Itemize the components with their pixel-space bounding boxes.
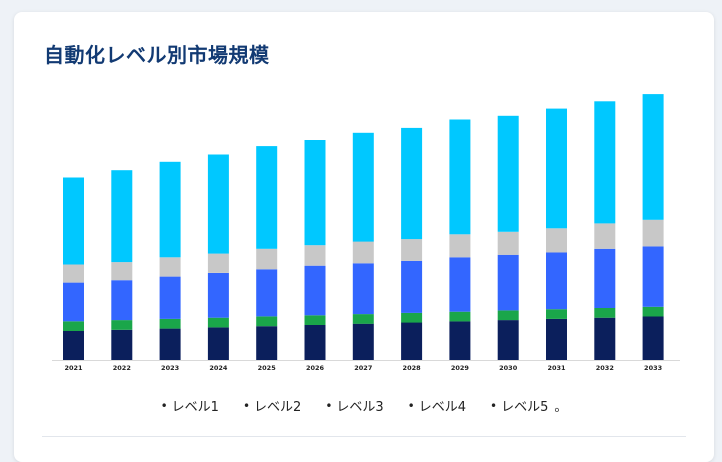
legend-bullet: • xyxy=(325,398,333,413)
bar-segment-2021-level4[interactable] xyxy=(63,264,84,283)
bar-segment-2026-level4[interactable] xyxy=(304,245,326,266)
bar-segment-2029-level1[interactable] xyxy=(449,321,471,360)
bar-segment-2028-level2[interactable] xyxy=(401,312,423,323)
x-tick-label: 2031 xyxy=(547,364,566,372)
bar-segment-2023-level1[interactable] xyxy=(159,328,181,360)
bar-segment-2028-level5[interactable] xyxy=(401,127,423,240)
legend-item-level4[interactable]: • レベル4 xyxy=(407,396,467,416)
bar-segment-2031-level3[interactable] xyxy=(546,252,567,310)
legend-bullet: • xyxy=(407,398,415,413)
bar-segment-2031-level1[interactable] xyxy=(546,318,567,360)
bar-segment-2031-level5[interactable] xyxy=(546,108,567,229)
x-tick-label: 2028 xyxy=(403,364,422,372)
bar-segment-2021-level2[interactable] xyxy=(63,321,84,331)
bar-segment-2026-level1[interactable] xyxy=(304,324,326,360)
bar-segment-2023-level5[interactable] xyxy=(159,161,181,258)
bar-segment-2021-level1[interactable] xyxy=(63,331,84,360)
bar-segment-2028-level4[interactable] xyxy=(401,239,423,261)
bar-segment-2025-level1[interactable] xyxy=(256,326,278,360)
bar-segment-2030-level5[interactable] xyxy=(497,115,519,232)
bar-segment-2022-level2[interactable] xyxy=(111,320,133,330)
bar-segment-2024-level5[interactable] xyxy=(207,154,229,254)
bar-segment-2030-level1[interactable] xyxy=(497,320,519,360)
bar-segment-2032-level4[interactable] xyxy=(594,223,616,249)
bar-segment-2032-level2[interactable] xyxy=(594,308,616,318)
bar-segment-2028-level1[interactable] xyxy=(401,322,423,361)
x-tick-label: 2021 xyxy=(64,364,83,372)
bar-segment-2024-level4[interactable] xyxy=(207,253,229,273)
legend-item-level1[interactable]: • レベル1 xyxy=(160,396,219,416)
bar-segment-2027-level3[interactable] xyxy=(352,263,374,315)
x-tick-label: 2025 xyxy=(258,364,277,372)
bar-segment-2024-level2[interactable] xyxy=(207,317,229,328)
legend-bullet: • xyxy=(242,398,251,413)
bar-segment-2021-level3[interactable] xyxy=(63,282,84,322)
bar-segment-2030-level4[interactable] xyxy=(497,231,519,255)
legend-item-level5[interactable]: • レベル5 。 xyxy=(490,396,568,416)
legend-label: レベル3 xyxy=(336,400,384,415)
legend-bullet: • xyxy=(160,398,168,413)
legend-label: レベル5 xyxy=(501,400,549,415)
legend-label: レベル1 xyxy=(171,400,219,415)
bar-segment-2027-level4[interactable] xyxy=(352,241,374,264)
bar-segment-2028-level3[interactable] xyxy=(401,260,423,313)
bar-segment-2029-level4[interactable] xyxy=(449,234,471,258)
bar-segment-2025-level5[interactable] xyxy=(256,146,278,249)
bar-segment-2027-level5[interactable] xyxy=(352,132,374,242)
legend-label: レベル4 xyxy=(418,400,467,415)
bar-segment-2025-level3[interactable] xyxy=(256,269,278,317)
bar-segment-2029-level2[interactable] xyxy=(449,311,471,322)
bar-segment-2023-level2[interactable] xyxy=(159,318,181,329)
bar-segment-2032-level1[interactable] xyxy=(594,317,616,360)
bar-segment-2026-level3[interactable] xyxy=(304,265,326,316)
x-tick-label: 2027 xyxy=(354,364,372,372)
legend-suffix: 。 xyxy=(554,400,568,415)
bar-segment-2033-level5[interactable] xyxy=(642,94,664,220)
legend-bullet: • xyxy=(490,398,498,413)
bar-segment-2032-level3[interactable] xyxy=(594,248,616,308)
bar-segment-2026-level2[interactable] xyxy=(304,315,326,325)
chart-title: 自動化レベル別市場規模 xyxy=(44,43,270,67)
bar-segment-2025-level2[interactable] xyxy=(256,316,278,327)
bar-segment-2031-level4[interactable] xyxy=(546,228,567,253)
bar-segment-2022-level3[interactable] xyxy=(111,280,133,321)
bar-segment-2029-level5[interactable] xyxy=(449,119,471,235)
chart-legend: • レベル1 • レベル2 • レベル3 • レベル4 • レベル5 。 xyxy=(14,396,714,416)
x-tick-label: 2030 xyxy=(499,364,518,372)
legend-label: レベル2 xyxy=(254,400,302,415)
legend-item-level3[interactable]: • レベル3 xyxy=(325,396,384,416)
x-tick-label: 2022 xyxy=(113,364,131,372)
chart-card: 自動化レベル別市場規模 2021 2022 2023 2024 2025 2026 2027… xyxy=(14,12,714,462)
bar-segment-2025-level4[interactable] xyxy=(256,248,278,270)
bar-segment-2021-level5[interactable] xyxy=(63,177,84,265)
x-tick-label: 2026 xyxy=(306,364,325,372)
bar-segment-2033-level3[interactable] xyxy=(642,246,664,307)
bar-segment-2023-level4[interactable] xyxy=(159,257,181,277)
bar-segment-2026-level5[interactable] xyxy=(304,140,326,246)
bar-segment-2022-level1[interactable] xyxy=(111,329,133,360)
x-tick-label: 2024 xyxy=(209,364,228,372)
bar-segment-2022-level4[interactable] xyxy=(111,262,133,281)
x-tick-label: 2023 xyxy=(161,364,179,372)
bar-segment-2027-level1[interactable] xyxy=(352,323,374,360)
bar-segment-2024-level3[interactable] xyxy=(207,273,229,318)
stacked-bar-chart: 2021 2022 2023 2024 2025 2026 2027 2028 2029 2030… xyxy=(52,94,680,372)
bar-segment-2023-level3[interactable] xyxy=(159,276,181,319)
bar-segment-2033-level4[interactable] xyxy=(642,219,664,247)
bar-segment-2031-level2[interactable] xyxy=(546,309,567,319)
x-tick-label: 2033 xyxy=(644,364,662,372)
bar-segment-2029-level3[interactable] xyxy=(449,257,471,312)
bar-segment-2022-level5[interactable] xyxy=(111,170,133,263)
bar-segment-2032-level5[interactable] xyxy=(594,101,616,224)
bar-segment-2033-level2[interactable] xyxy=(642,306,664,317)
bar-segment-2030-level2[interactable] xyxy=(497,310,519,321)
bar-segment-2030-level3[interactable] xyxy=(497,254,519,311)
x-tick-label: 2029 xyxy=(451,364,470,372)
divider xyxy=(42,436,686,437)
bar-segment-2033-level1[interactable] xyxy=(642,316,664,361)
x-tick-label: 2032 xyxy=(596,364,614,372)
bar-segment-2024-level1[interactable] xyxy=(207,327,229,360)
legend-item-level2[interactable]: • レベル2 xyxy=(242,396,302,416)
bar-segment-2027-level2[interactable] xyxy=(352,314,374,324)
